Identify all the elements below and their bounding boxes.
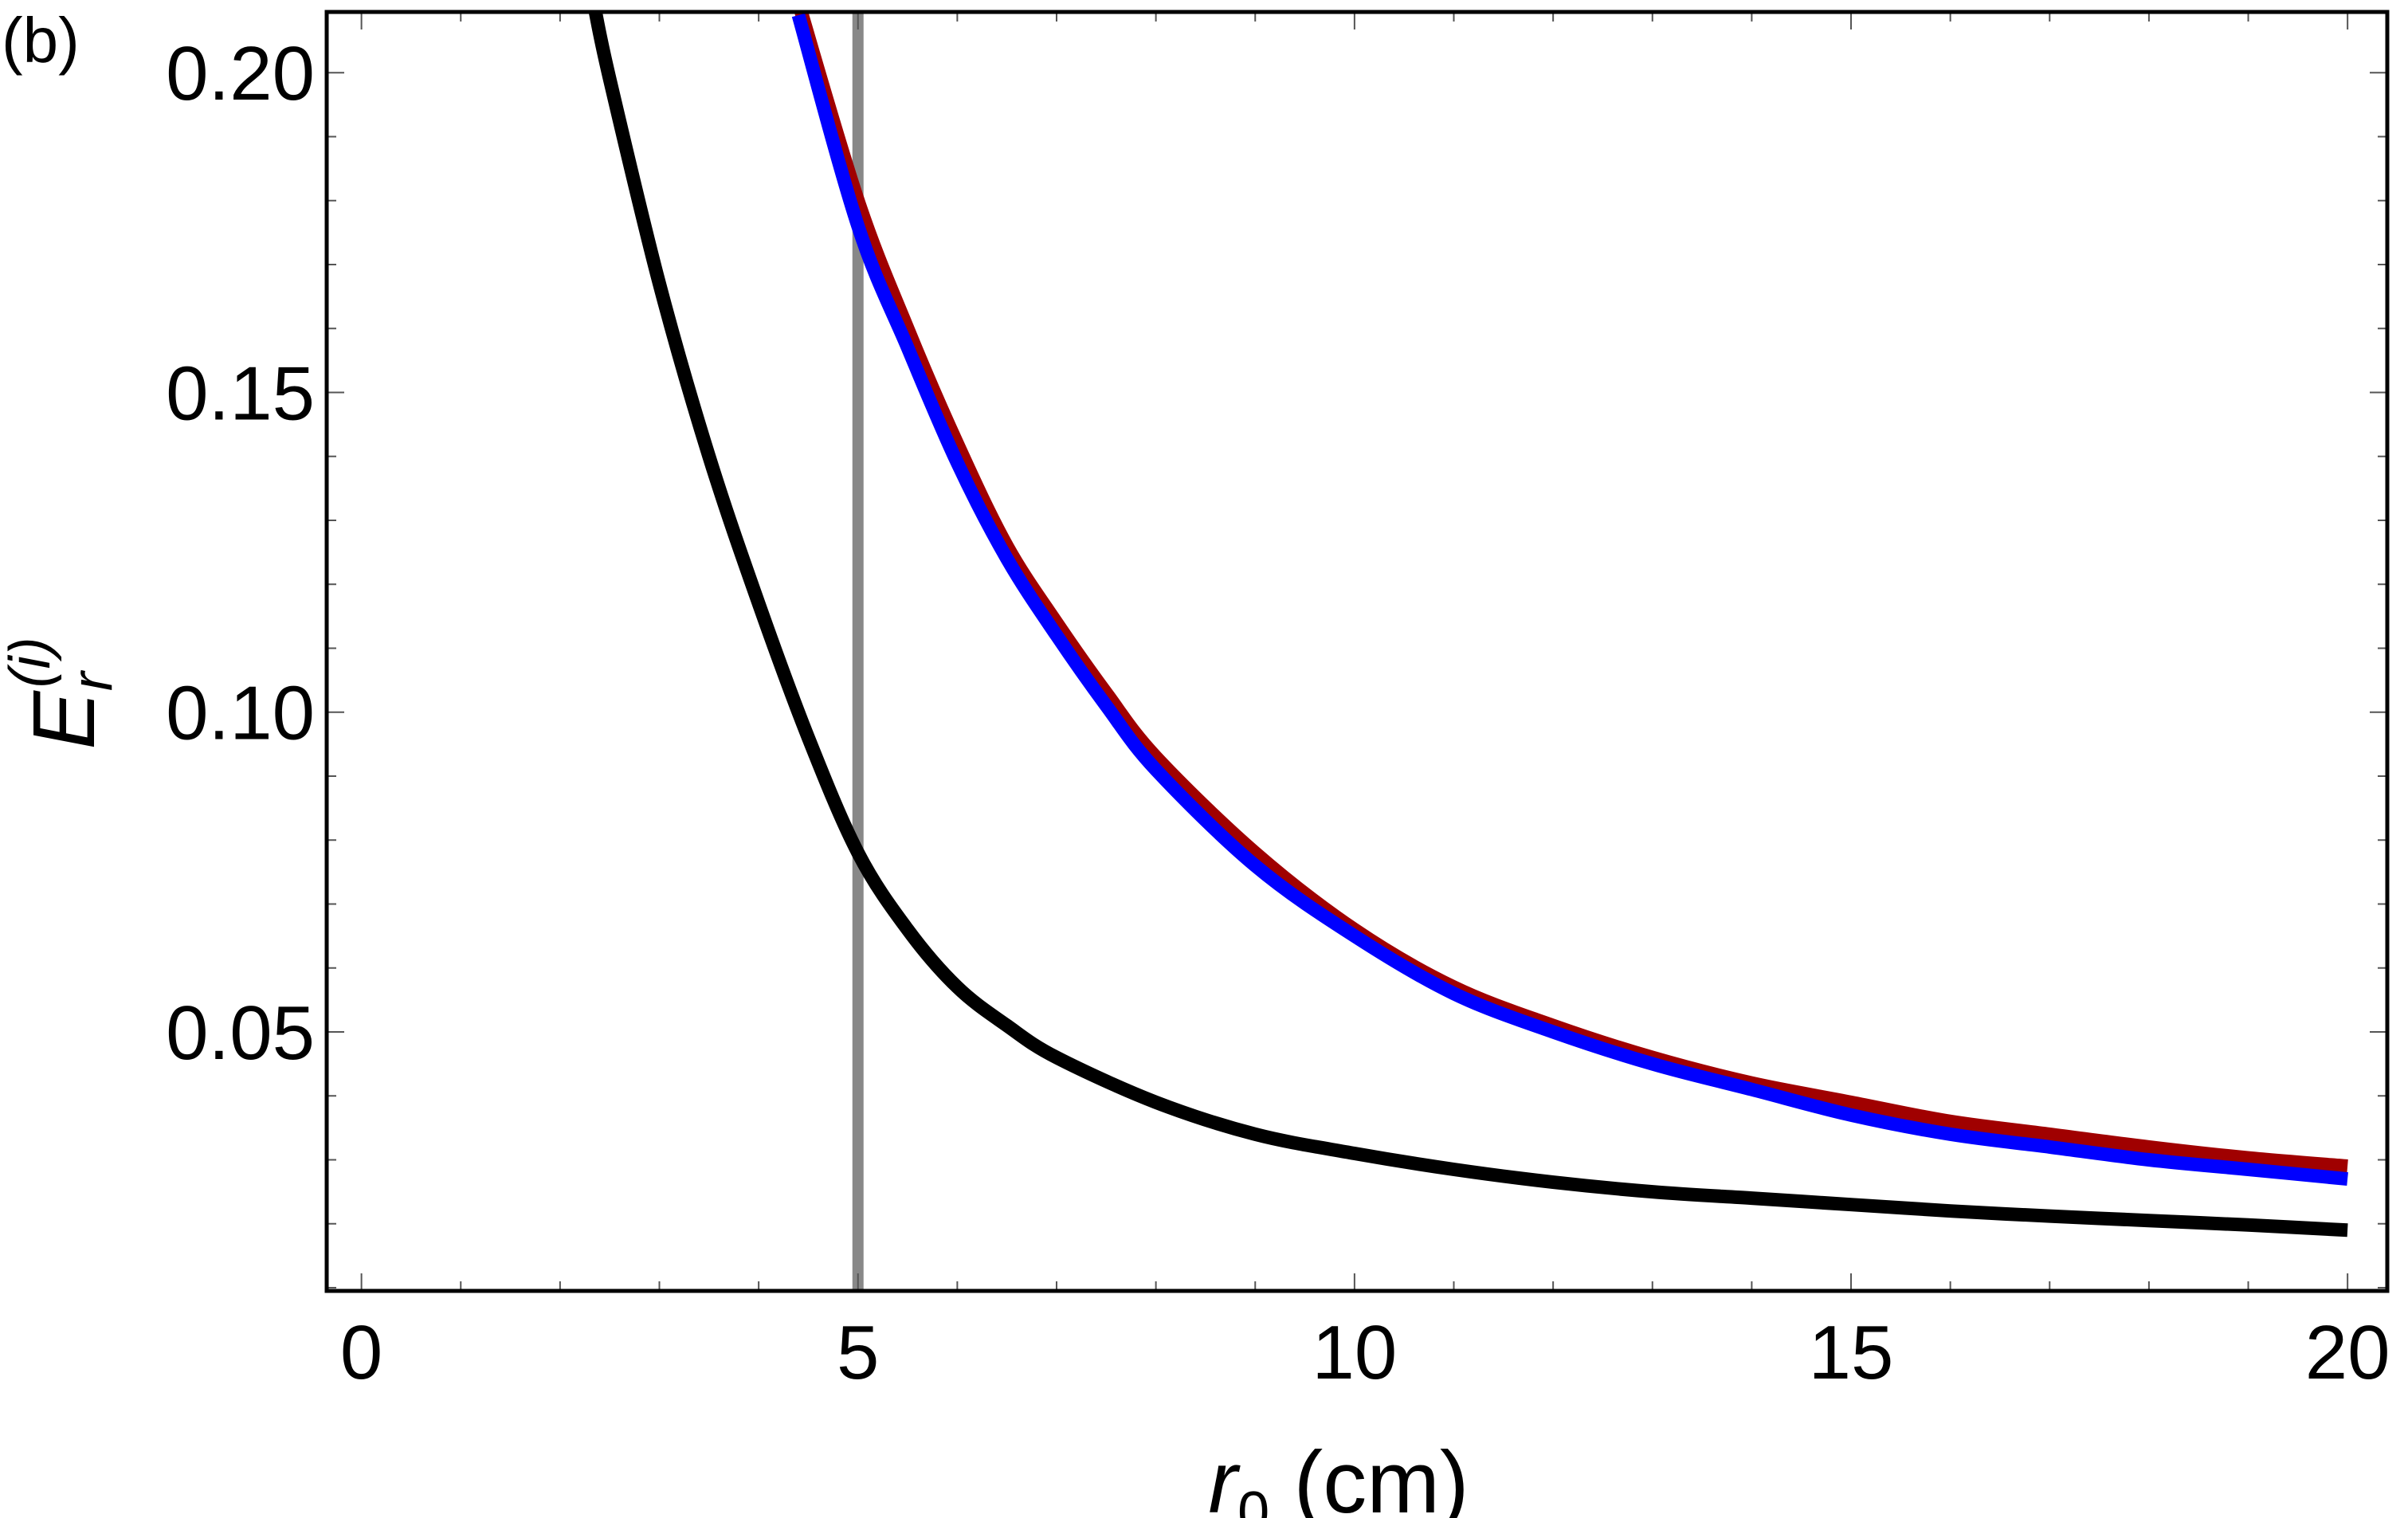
svg-text:Er(i): Er(i) bbox=[0, 637, 124, 749]
x-tick-label: 5 bbox=[837, 1310, 879, 1395]
y-tick-label: 0.15 bbox=[166, 351, 315, 436]
x-tick-label: 15 bbox=[1809, 1310, 1894, 1395]
panel-label: (b) bbox=[2, 5, 80, 76]
series-line-2 bbox=[588, 12, 2348, 1238]
y-tick-label: 0.20 bbox=[166, 31, 315, 116]
y-axis-title: Er(i) bbox=[0, 637, 124, 749]
x-axis-title-unit: (cm) bbox=[1269, 1434, 1469, 1518]
x-axis-title: r0 (cm) bbox=[1208, 1434, 1469, 1518]
x-axis-title-subscript: 0 bbox=[1237, 1481, 1269, 1518]
y-axis-title-subscript: r bbox=[61, 669, 124, 691]
tick-labels: 0 5 10 15 20 0.05 0.10 0.15 0.20 bbox=[166, 31, 2390, 1395]
x-tick-label: 20 bbox=[2305, 1310, 2390, 1395]
y-tick-label: 0.10 bbox=[166, 671, 315, 756]
series-line-1 bbox=[791, 13, 2348, 1187]
plot-frame bbox=[324, 10, 2390, 1293]
x-axis-title-main: r bbox=[1208, 1434, 1241, 1518]
y-axis-title-superscript: (i) bbox=[0, 637, 62, 688]
plot-area bbox=[588, 12, 2348, 1291]
y-axis-title-main: E bbox=[15, 690, 113, 750]
x-tick-label: 10 bbox=[1312, 1310, 1397, 1395]
x-tick-label: 0 bbox=[340, 1310, 382, 1395]
y-tick-label: 0.05 bbox=[166, 990, 315, 1076]
